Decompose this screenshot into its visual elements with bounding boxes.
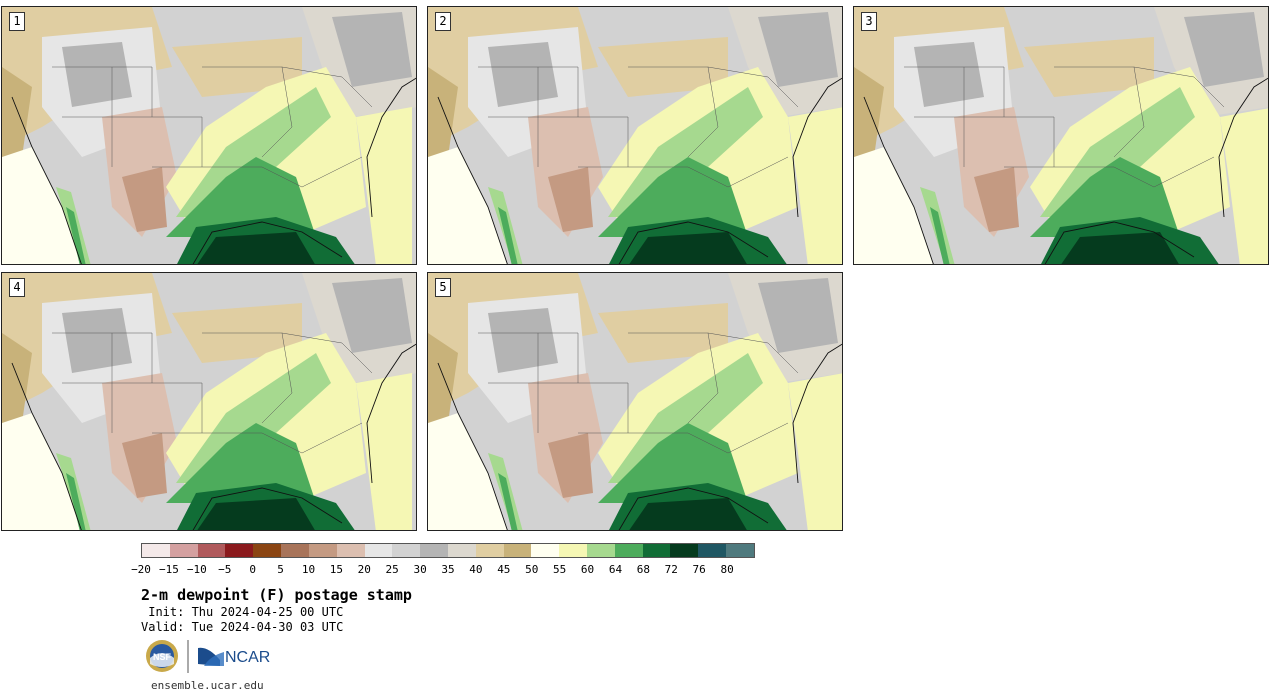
colorbar-tick-label: 40: [469, 563, 483, 576]
colorbar-swatch: [447, 544, 476, 557]
dewpoint-map: [428, 7, 842, 264]
colorbar-tick-label: 30: [413, 563, 427, 576]
colorbar-ticks: −20 −15 −10 −5 0 5 10 15 20 25 30 35 40 45 50 55 60 64 68 7…: [130, 563, 770, 577]
valid-time: Valid: Tue 2024-04-30 03 UTC: [141, 620, 344, 634]
colorbar-tick-label: 80: [720, 563, 734, 576]
coastline: [437, 77, 842, 264]
colorbar-swatch: [642, 544, 671, 557]
colorbar-swatch: [475, 544, 504, 557]
map-fill: [2, 273, 416, 530]
colorbar-swatch: [364, 544, 393, 557]
map-panel-2: 2: [427, 6, 843, 265]
map-fill: [428, 273, 842, 530]
colorbar-swatch: [308, 544, 337, 557]
colorbar-swatch: [614, 544, 643, 557]
colorbar-swatch: [142, 544, 170, 557]
colorbar-swatch: [281, 544, 309, 557]
logos: NSF NCAR: [144, 638, 284, 676]
plot-title: 2-m dewpoint (F) postage stamp: [141, 586, 412, 604]
colorbar: [141, 543, 755, 558]
map-fill: [2, 7, 416, 264]
colorbar-tick-label: −15: [158, 563, 179, 576]
member-label: 3: [861, 12, 877, 31]
coastline: [11, 77, 416, 264]
colorbar-tick-label: 60: [580, 563, 595, 576]
member-label: 1: [9, 12, 25, 31]
colorbar-tick-label: 50: [525, 563, 539, 576]
ncar-logo-text: NCAR: [225, 649, 270, 666]
map-fill: [854, 7, 1268, 264]
colorbar-tick-label: 15: [329, 563, 343, 576]
nsf-logo: NSF: [146, 640, 178, 672]
map-panel-5: 5: [427, 272, 843, 531]
state-borders: [904, 66, 1225, 188]
map-fill: [428, 7, 842, 264]
state-borders: [478, 66, 799, 188]
colorbar-tick-label: −20: [131, 563, 151, 576]
nsf-logo-text: NSF: [153, 652, 172, 662]
colorbar-tick-label: −5: [218, 563, 232, 576]
colorbar-swatch: [225, 544, 254, 557]
colorbar-swatch: [670, 544, 699, 557]
state-borders: [52, 66, 373, 188]
member-label: 2: [435, 12, 451, 31]
logo-graphics: NSF NCAR: [146, 640, 270, 673]
colorbar-swatch: [587, 544, 615, 557]
ncar-logo: NCAR: [198, 647, 270, 666]
colorbar-swatch: [197, 544, 226, 557]
coastline: [437, 343, 842, 530]
dewpoint-map: [854, 7, 1268, 264]
dewpoint-map: [428, 273, 842, 530]
map-panel-4: 4: [1, 272, 417, 531]
colorbar-tick-label: −10: [186, 563, 207, 576]
member-label: 4: [9, 278, 25, 297]
state-borders: [478, 332, 799, 454]
colorbar-swatch: [726, 544, 754, 557]
state-borders: [52, 332, 373, 454]
colorbar-swatch: [253, 544, 282, 557]
map-panel-3: 3: [853, 6, 1269, 265]
colorbar-tick-label: 0: [249, 563, 256, 576]
map-panel-1: 1: [1, 6, 417, 265]
dewpoint-map: [2, 7, 416, 264]
colorbar-swatch: [392, 544, 421, 557]
member-label: 5: [435, 278, 451, 297]
colorbar-tick-label: 68: [636, 563, 650, 576]
colorbar-tick-label: 45: [497, 563, 511, 576]
colorbar-tick-label: 55: [553, 563, 567, 576]
colorbar-tick-label: 10: [301, 563, 316, 576]
coastline: [863, 77, 1268, 264]
colorbar-tick-label: 64: [608, 563, 623, 576]
website-link[interactable]: ensemble.ucar.edu: [151, 679, 264, 692]
colorbar-tick-label: 76: [692, 563, 706, 576]
colorbar-swatch: [169, 544, 198, 557]
colorbar-tick-label: 20: [357, 563, 371, 576]
colorbar-swatch: [698, 544, 727, 557]
colorbar-tick-label: 35: [441, 563, 455, 576]
colorbar-swatch: [420, 544, 448, 557]
coastline: [11, 343, 416, 530]
colorbar-tick-label: 25: [385, 563, 399, 576]
init-time: Init: Thu 2024-04-25 00 UTC: [141, 605, 344, 619]
colorbar-swatch: [336, 544, 365, 557]
colorbar-tick-label: 72: [664, 563, 678, 576]
colorbar-tick-label: 5: [277, 563, 284, 576]
colorbar-swatch: [559, 544, 587, 557]
colorbar-swatch: [531, 544, 560, 557]
colorbar-swatch: [503, 544, 532, 557]
dewpoint-map: [2, 273, 416, 530]
